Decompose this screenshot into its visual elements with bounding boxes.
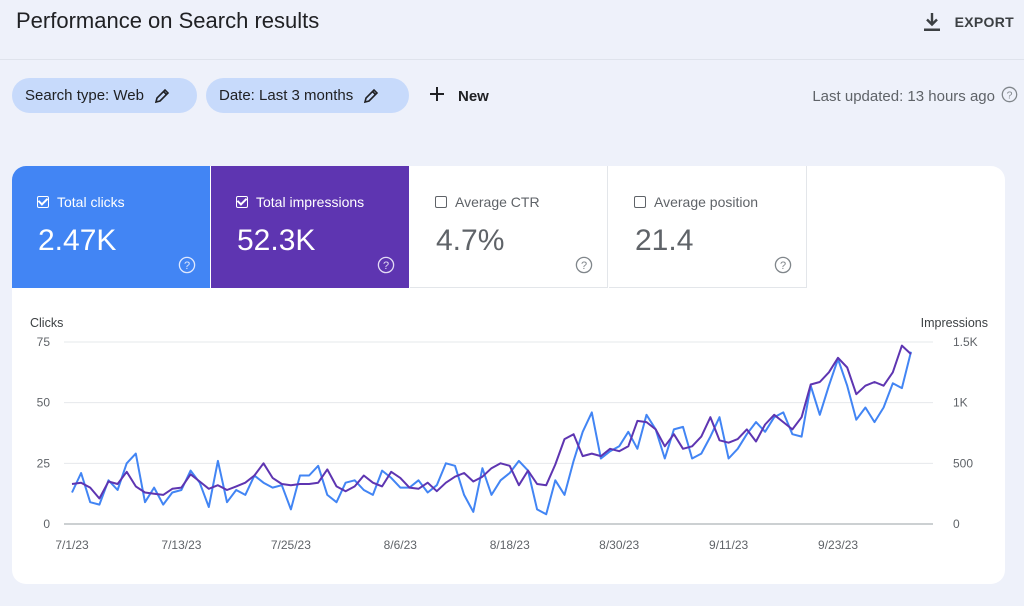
checkbox-checked-icon[interactable]: [37, 196, 49, 208]
last-updated-text: Last updated: 13 hours ago: [812, 88, 995, 105]
x-tick-label: 7/1/23: [55, 538, 89, 552]
impressions-series-line: [71, 344, 912, 500]
y-tick-label-left: 50: [37, 396, 51, 410]
y-axis-left-title: Clicks: [30, 316, 63, 330]
header-divider: [0, 59, 1024, 60]
download-icon: [923, 12, 941, 32]
help-icon[interactable]: ?: [774, 256, 792, 279]
y-tick-label-left: 75: [37, 335, 51, 349]
metric-label: Average position: [654, 194, 759, 210]
x-tick-label: 8/30/23: [599, 538, 639, 552]
metric-average-position[interactable]: Average position 21.4 ?: [609, 166, 807, 288]
export-label: EXPORT: [954, 14, 1014, 30]
help-icon[interactable]: ?: [178, 256, 196, 279]
plus-icon: [428, 85, 446, 107]
metric-value: 2.47K: [38, 224, 117, 257]
edit-pencil-icon: [154, 88, 170, 104]
svg-text:?: ?: [184, 260, 190, 272]
y-tick-label-right: 1.5K: [953, 335, 978, 349]
metric-label: Total clicks: [57, 194, 125, 210]
y-tick-label-right: 1K: [953, 396, 968, 410]
page-title: Performance on Search results: [16, 8, 320, 33]
svg-text:?: ?: [780, 260, 786, 272]
performance-line-chart[interactable]: Clicks Impressions 75 1.5K 50 1K 25 500 0 0 7/1/23…: [12, 306, 1005, 576]
metric-value: 52.3K: [237, 224, 316, 257]
performance-card: Total clicks 2.47K ? Total impressions 5…: [12, 166, 1005, 584]
y-tick-label-left: 0: [43, 517, 50, 531]
svg-text:?: ?: [1007, 89, 1013, 101]
svg-text:?: ?: [581, 260, 587, 272]
checkbox-unchecked-icon[interactable]: [634, 196, 646, 208]
last-updated-status: Last updated: 13 hours ago ?: [812, 86, 1018, 107]
y-tick-label-right: 500: [953, 456, 973, 470]
clicks-series-line: [71, 351, 912, 516]
new-filter-button[interactable]: New: [428, 80, 489, 112]
y-tick-label-right: 0: [953, 517, 960, 531]
edit-pencil-icon: [363, 88, 379, 104]
help-icon[interactable]: ?: [377, 256, 395, 279]
date-filter-label: Date: Last 3 months: [219, 87, 354, 104]
svg-text:?: ?: [383, 260, 389, 272]
new-filter-label: New: [458, 87, 489, 105]
y-axis-right-title: Impressions: [921, 316, 988, 330]
metric-value: 21.4: [635, 224, 694, 257]
metric-label: Average CTR: [455, 194, 540, 210]
x-tick-label: 8/18/23: [490, 538, 530, 552]
metric-label: Total impressions: [256, 194, 365, 210]
search-type-filter-chip[interactable]: Search type: Web: [12, 78, 197, 113]
help-icon[interactable]: ?: [575, 256, 593, 279]
help-icon[interactable]: ?: [1001, 86, 1018, 107]
metric-total-clicks[interactable]: Total clicks 2.47K ?: [12, 166, 210, 288]
x-tick-label: 9/11/23: [709, 538, 748, 552]
x-tick-label: 7/13/23: [161, 538, 201, 552]
x-tick-label: 7/25/23: [271, 538, 311, 552]
metric-total-impressions[interactable]: Total impressions 52.3K ?: [211, 166, 409, 288]
metric-average-ctr[interactable]: Average CTR 4.7% ?: [410, 166, 608, 288]
checkbox-unchecked-icon[interactable]: [435, 196, 447, 208]
search-type-label: Search type: Web: [25, 87, 144, 104]
x-tick-label: 9/23/23: [818, 538, 858, 552]
date-filter-chip[interactable]: Date: Last 3 months: [206, 78, 409, 113]
export-button[interactable]: EXPORT: [923, 12, 1014, 32]
metric-value: 4.7%: [436, 224, 505, 257]
x-tick-label: 8/6/23: [384, 538, 418, 552]
y-tick-label-left: 25: [37, 456, 51, 470]
checkbox-checked-icon[interactable]: [236, 196, 248, 208]
